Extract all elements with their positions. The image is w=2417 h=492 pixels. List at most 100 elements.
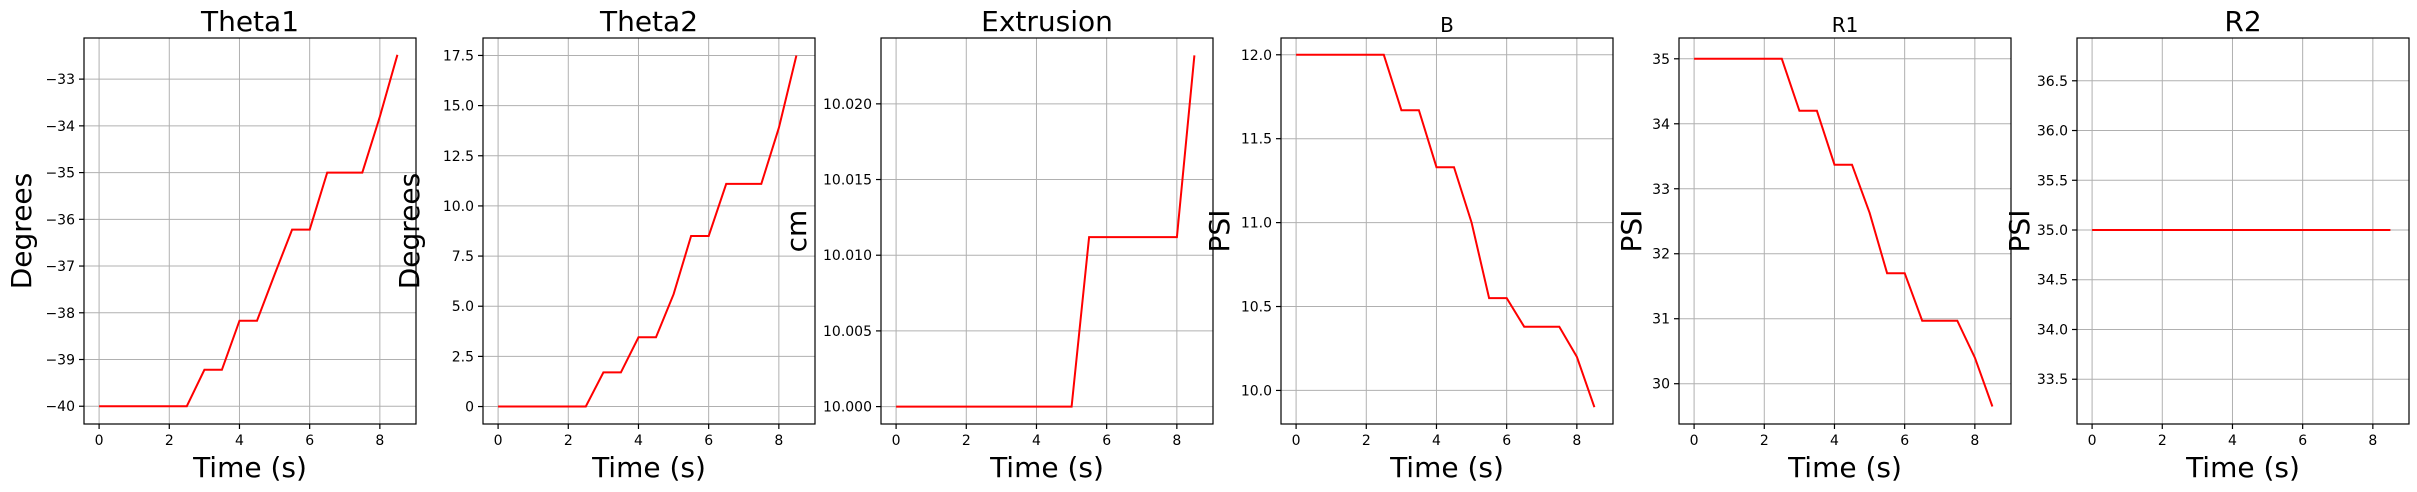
x-axis-label: Time (s) [989, 451, 1104, 484]
y-tick-label: 12.5 [443, 149, 474, 165]
chart-theta1: 0 2 4 6 8 −40 −39 −38 −37 −36 −35 −34 −33 Theta1 Time … [5, 5, 417, 484]
x-tick-label: 6 [1502, 433, 1511, 449]
chart-extrusion: 0 2 4 6 8 10.000 10.005 10.010 10.015 10.020 Extru… [780, 5, 1214, 484]
x-tick-label: 2 [1362, 433, 1371, 449]
x-tick-label: 4 [235, 433, 244, 449]
y-tick-label: 33 [1652, 182, 1670, 198]
x-axis-label: Time (s) [591, 451, 706, 484]
series-line [498, 55, 798, 408]
y-tick-label: 12.0 [1241, 48, 1272, 64]
chart-r2: 0 2 4 6 8 33.5 34.0 34.5 35.0 35.5 36.0 36.5 R2 Time … [2003, 5, 2410, 484]
x-tick-label: 6 [1900, 433, 1909, 449]
y-tick-label: 10.5 [1241, 300, 1272, 316]
x-tick-label: 4 [1830, 433, 1839, 449]
x-tick-label: 0 [95, 433, 104, 449]
x-tick-label: 0 [892, 433, 901, 449]
chart-title: R1 [1832, 13, 1859, 37]
y-tick-label: −38 [45, 306, 75, 322]
axes-frame [83, 37, 417, 425]
chart-title: R2 [2224, 5, 2261, 38]
y-tick-label: −33 [45, 72, 75, 88]
y-tick-label: −40 [45, 399, 75, 415]
axes-frame [880, 37, 1214, 425]
x-axis-label: Time (s) [1787, 451, 1902, 484]
y-tick-label: 15.0 [443, 99, 474, 115]
series-line [1296, 53, 1596, 408]
chart-title: Theta1 [200, 5, 299, 38]
x-tick-label: 4 [634, 433, 643, 449]
x-tick-label: 0 [1690, 433, 1699, 449]
y-tick-label: −37 [45, 259, 75, 275]
x-tick-label: 2 [165, 433, 174, 449]
chart-title: B [1440, 13, 1454, 37]
y-tick-label: 34.0 [2037, 322, 2068, 338]
x-tick-label: 6 [2298, 433, 2307, 449]
y-tick-label: 35.0 [2037, 223, 2068, 239]
y-tick-label: 31 [1652, 312, 1670, 328]
y-tick-label: −34 [45, 119, 75, 135]
chart-r1: 0 2 4 6 8 30 31 32 33 34 35 R1 Time (s) PSI [1615, 13, 2012, 484]
y-tick-label: 0 [465, 400, 474, 416]
y-axis-label: PSI [1203, 210, 1236, 253]
y-tick-label: 30 [1652, 377, 1670, 393]
chart-b: 0 2 4 6 8 10.0 10.5 11.0 11.5 12.0 B Time (s) PSI [1203, 13, 1614, 484]
x-tick-label: 8 [1172, 433, 1181, 449]
x-tick-label: 2 [564, 433, 573, 449]
chart-title: Theta2 [599, 5, 698, 38]
y-tick-label: 10.000 [823, 400, 872, 416]
axes-frame [2076, 37, 2410, 425]
x-tick-label: 0 [494, 433, 503, 449]
series-line [896, 55, 1196, 408]
x-tick-label: 4 [2228, 433, 2237, 449]
y-tick-label: −39 [45, 353, 75, 369]
x-tick-label: 6 [1102, 433, 1111, 449]
y-tick-label: 17.5 [443, 48, 474, 64]
y-tick-label: 36.5 [2037, 74, 2068, 90]
chart-title: Extrusion [981, 5, 1113, 38]
x-tick-label: 0 [1292, 433, 1301, 449]
x-tick-label: 8 [1572, 433, 1581, 449]
x-axis-label: Time (s) [1389, 451, 1504, 484]
y-tick-label: 35.5 [2037, 173, 2068, 189]
y-tick-label: 10.010 [823, 248, 872, 264]
x-tick-label: 8 [2368, 433, 2377, 449]
x-tick-label: 4 [1432, 433, 1441, 449]
y-tick-label: 32 [1652, 247, 1670, 263]
x-axis-label: Time (s) [2185, 451, 2300, 484]
y-tick-label: 36.0 [2037, 124, 2068, 140]
x-axis-label: Time (s) [192, 451, 307, 484]
y-tick-label: 11.0 [1241, 216, 1272, 232]
x-tick-label: 8 [774, 433, 783, 449]
x-tick-label: 4 [1032, 433, 1041, 449]
y-tick-label: 10.0 [443, 199, 474, 215]
y-tick-label: 10.015 [823, 173, 872, 189]
x-tick-label: 6 [305, 433, 314, 449]
y-tick-label: −36 [45, 212, 75, 228]
x-tick-label: 8 [375, 433, 384, 449]
chart-theta2: 0 2 4 6 8 0 2.5 5.0 7.5 10.0 12.5 15.0 17.5 Theta2 Tim… [393, 5, 816, 484]
y-axis-label: Degrees [5, 173, 38, 290]
y-tick-label: 5.0 [452, 299, 474, 315]
y-tick-label: 34 [1652, 117, 1670, 133]
y-axis-label: PSI [2003, 210, 2036, 253]
x-tick-label: 2 [1760, 433, 1769, 449]
y-tick-label: 10.005 [823, 324, 872, 340]
y-tick-label: 11.5 [1241, 132, 1272, 148]
x-tick-label: 6 [704, 433, 713, 449]
x-tick-label: 2 [2158, 433, 2167, 449]
y-tick-label: −35 [45, 166, 75, 182]
axes-frame [1678, 37, 2012, 425]
series-line [1694, 57, 1994, 407]
y-tick-label: 34.5 [2037, 273, 2068, 289]
series-line [99, 54, 399, 408]
y-axis-label: cm [780, 210, 813, 253]
x-tick-label: 2 [962, 433, 971, 449]
y-tick-label: 7.5 [452, 249, 474, 265]
y-tick-label: 2.5 [452, 349, 474, 365]
y-tick-label: 33.5 [2037, 372, 2068, 388]
axes-frame [482, 37, 816, 425]
y-axis-label: Degrees [393, 173, 426, 290]
x-tick-label: 0 [2088, 433, 2097, 449]
y-tick-label: 10.0 [1241, 383, 1272, 399]
